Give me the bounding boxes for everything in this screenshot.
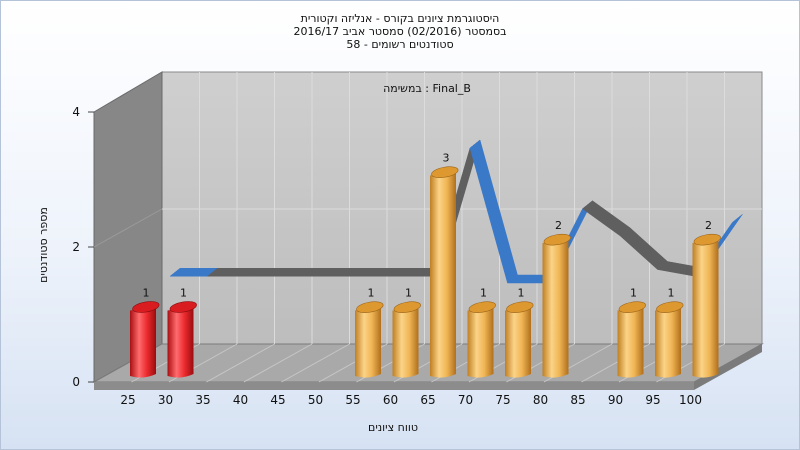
chart-title-line-2: בסמסטר (02/2016) סמסטר אביב 2016/17: [293, 25, 506, 38]
y-tick-label: 2: [72, 240, 80, 254]
bar-top: [132, 301, 160, 313]
x-tick-label: 95: [645, 393, 660, 407]
chart-floor-front-edge: [94, 382, 694, 390]
bar-data-label: 1: [518, 287, 525, 300]
y-axis-label: מספר סטודנטים: [37, 207, 50, 283]
bar-top: [431, 166, 459, 178]
x-tick-label: 45: [270, 393, 285, 407]
data-label-layer: 1 1 1 1 3 1 1 2 1 1 2: [143, 152, 713, 300]
grid-line-floor: [206, 343, 275, 383]
grid-line-wall: [93, 208, 163, 248]
x-tick-label: 35: [195, 393, 210, 407]
bar-top: [693, 233, 721, 246]
x-tick-label: 30: [158, 393, 173, 407]
bar-data-label: 2: [705, 219, 712, 232]
bar: [655, 306, 681, 378]
bar: [355, 306, 381, 378]
bar-top: [656, 301, 684, 313]
x-tick-label: 65: [420, 393, 435, 407]
y-tick-label: 0: [72, 375, 80, 389]
x-tick-label: 40: [233, 393, 248, 407]
x-tick-label: 55: [345, 393, 360, 407]
grid-line-floor: [281, 343, 350, 383]
x-tick-label: 50: [308, 393, 323, 407]
bar: [392, 306, 419, 378]
bar-data-label: 1: [143, 287, 150, 300]
bar: [692, 239, 719, 378]
chart-right-edge: [694, 344, 762, 390]
grid-line-floor: [243, 343, 313, 383]
x-tick-label: 70: [458, 393, 473, 407]
chart-title-line-3: סטודנטים רשומים - 58: [346, 38, 453, 51]
chart-title-line-1: היסטוגרמת ציונים בקורס - אנליזה וקטורית: [301, 12, 500, 25]
bar-top: [543, 233, 571, 246]
bar: [542, 239, 569, 378]
axis-tick-layer: 25 30 35 40 45 50 55 60 65 70 75 80 85 90 95 100 0 2 4: [72, 105, 702, 407]
bar-data-label: 1: [630, 287, 637, 300]
bar-layer: [130, 166, 721, 378]
bar-data-label: 3: [443, 152, 450, 165]
x-tick-label: 25: [120, 393, 135, 407]
bar: [430, 171, 456, 378]
x-tick-label: 60: [383, 393, 398, 407]
bar: [617, 306, 644, 378]
bar-top: [468, 301, 496, 313]
x-axis-label: טווח ציונים: [368, 421, 418, 434]
x-tick-label: 90: [608, 393, 623, 407]
bar-data-label: 1: [405, 287, 412, 300]
bar: [130, 306, 156, 378]
grid-layer: [93, 72, 762, 383]
bar: [505, 306, 531, 378]
bar: [467, 306, 494, 378]
bar-top: [356, 301, 384, 313]
x-tick-label: 100: [679, 393, 702, 407]
bar-top: [169, 301, 197, 313]
x-tick-label: 80: [533, 393, 548, 407]
bar-data-label: 1: [668, 287, 675, 300]
bar-data-label: 1: [180, 287, 187, 300]
bar: [167, 306, 194, 378]
bar-top: [506, 301, 534, 313]
x-tick-label: 75: [495, 393, 510, 407]
bar-data-label: 2: [555, 219, 562, 232]
chart-subtitle: במשימה : Final_B: [383, 82, 471, 95]
bar-data-label: 1: [368, 287, 375, 300]
y-tick-label: 4: [72, 105, 80, 119]
x-tick-label: 85: [570, 393, 585, 407]
bar-data-label: 1: [480, 287, 487, 300]
bar-top: [618, 301, 646, 313]
bar-top: [393, 301, 421, 313]
